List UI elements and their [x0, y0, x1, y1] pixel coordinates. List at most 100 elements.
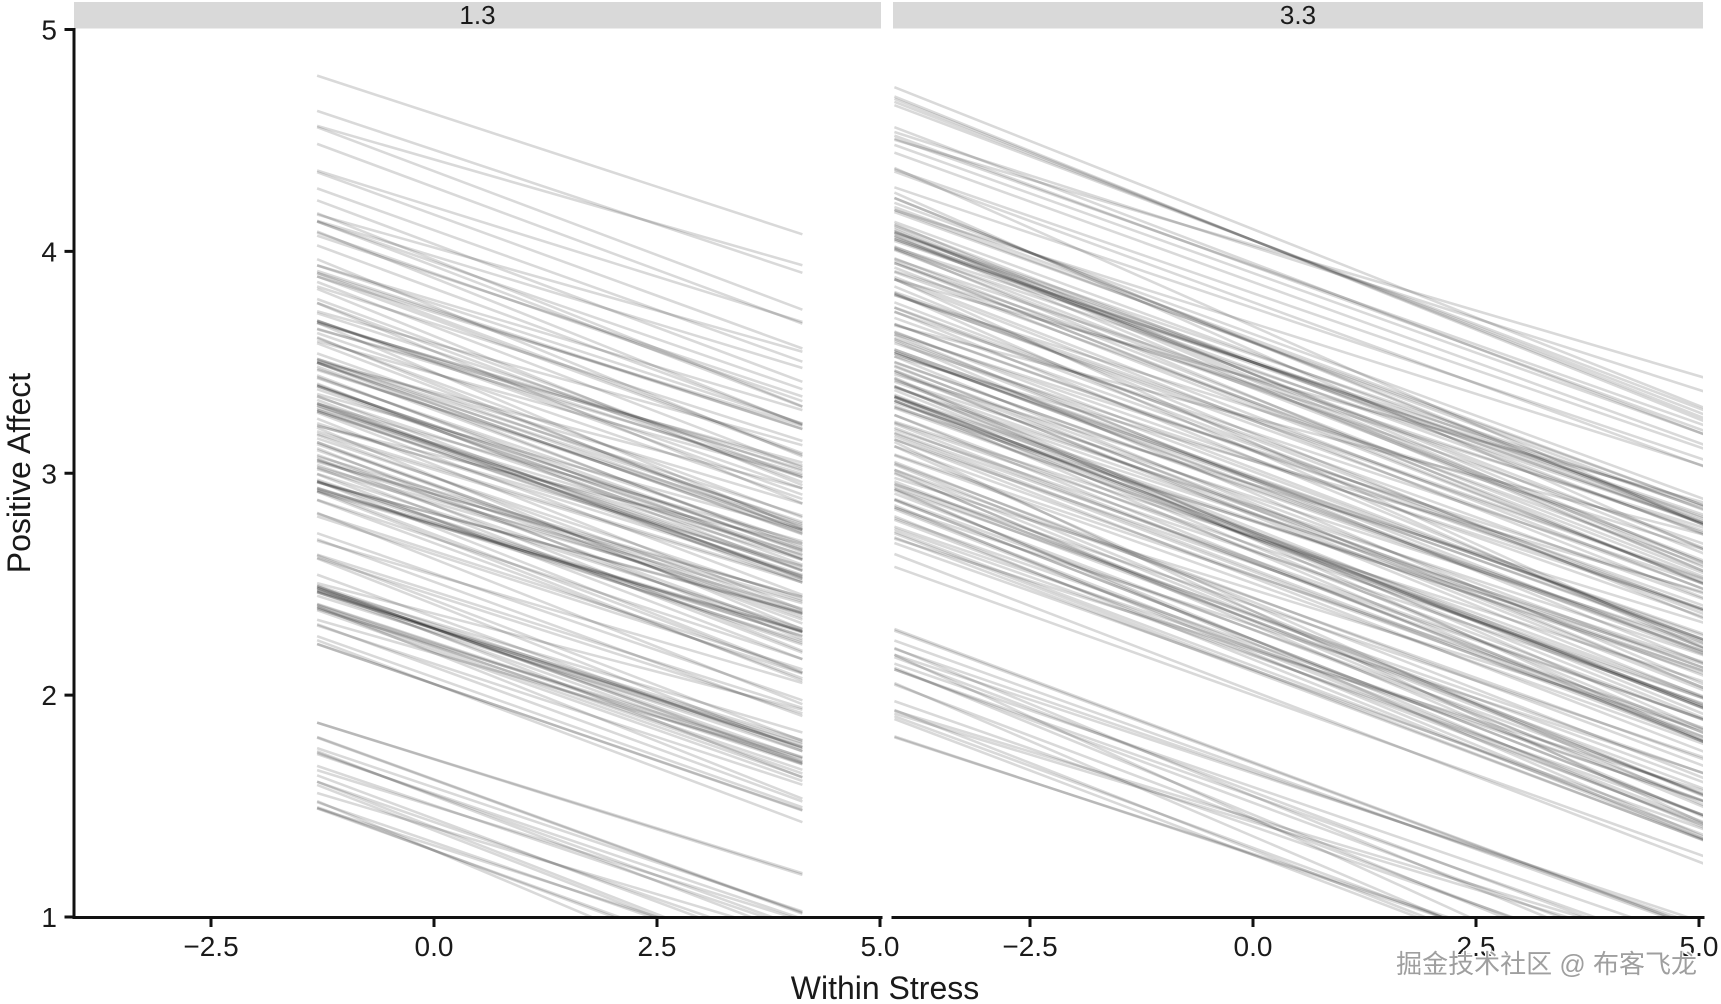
- regression-line: [316, 752, 801, 917]
- regression-line: [316, 74, 803, 236]
- regression-line: [316, 603, 803, 766]
- regression-line: [316, 365, 803, 548]
- regression-line: [893, 482, 1703, 784]
- regression-line: [893, 655, 1590, 917]
- regression-line: [316, 275, 803, 457]
- regression-line: [316, 432, 803, 584]
- regression-line: [893, 339, 1703, 686]
- regression-line: [316, 531, 803, 702]
- regression-line: [893, 236, 1703, 525]
- regression-line: [316, 230, 803, 427]
- regression-line: [893, 95, 1703, 423]
- regression-line: [316, 417, 803, 612]
- regression-line: [316, 382, 803, 573]
- regression-line: [893, 514, 1703, 841]
- regression-line: [893, 247, 1703, 586]
- watermark: 掘金技术社区 @ 布客飞龙: [1396, 949, 1697, 979]
- tick-labels: 1 2 3 4 5 −2.5 0.0 2.5 5.0 −2.5 0.0 2.5 5.0: [41, 15, 1718, 963]
- regression-line: [316, 603, 803, 775]
- regression-line: [893, 316, 1703, 607]
- regression-line: [316, 297, 803, 479]
- regression-line: [893, 361, 1703, 649]
- regression-line: [316, 433, 803, 613]
- regression-line: [893, 629, 1673, 917]
- regression-line: [316, 735, 803, 914]
- regression-line: [893, 341, 1703, 611]
- regression-line: [316, 591, 803, 744]
- regression-line: [893, 668, 1564, 917]
- regression-line: [893, 396, 1703, 675]
- regression-line: [893, 431, 1703, 721]
- regression-line: [893, 646, 1550, 917]
- regression-line: [893, 380, 1703, 670]
- regression-line: [316, 586, 803, 734]
- regression-line: [316, 764, 769, 917]
- regression-line: [316, 511, 803, 706]
- regression-line: [316, 539, 803, 685]
- regression-line: [316, 319, 803, 490]
- regression-line: [316, 280, 803, 469]
- regression-line: [893, 666, 1507, 917]
- regression-line: [893, 370, 1703, 692]
- regression-line: [893, 438, 1703, 753]
- regression-line: [893, 532, 1703, 842]
- regression-line: [894, 278, 1703, 504]
- regression-line: [316, 287, 803, 487]
- regression-line: [894, 269, 1703, 529]
- regression-line: [316, 556, 803, 715]
- regression-line: [316, 557, 803, 751]
- y-tick-label: 1: [41, 902, 57, 933]
- regression-line: [316, 411, 803, 597]
- regression-line: [893, 226, 1703, 569]
- regression-line: [893, 291, 1703, 650]
- regression-line: [893, 384, 1703, 716]
- regression-line: [316, 170, 803, 350]
- regression-line: [316, 437, 803, 602]
- regression-line: [893, 355, 1703, 690]
- regression-line: [893, 137, 1703, 427]
- regression-line: [316, 448, 803, 621]
- regression-line: [893, 220, 1703, 520]
- regression-line: [316, 408, 803, 581]
- regression-line: [316, 361, 803, 524]
- regression-line: [893, 210, 1703, 507]
- regression-line: [316, 442, 803, 616]
- regression-line: [316, 357, 803, 506]
- regression-line: [316, 331, 803, 501]
- regression-line: [893, 364, 1703, 690]
- regression-line: [316, 606, 803, 779]
- regression-line: [316, 328, 803, 464]
- regression-line: [893, 270, 1703, 567]
- regression-line: [316, 583, 803, 749]
- regression-line: [316, 352, 803, 526]
- regression-line: [893, 261, 1703, 546]
- regression-line: [316, 478, 803, 645]
- regression-line: [316, 394, 803, 580]
- regression-line: [316, 319, 803, 479]
- regression-line: [316, 642, 803, 812]
- regression-line: [893, 266, 1703, 584]
- regression-line: [316, 361, 803, 550]
- y-tick-label: 3: [41, 458, 57, 489]
- regression-line: [893, 736, 1452, 917]
- regression-line: [893, 480, 1703, 796]
- regression-line: [316, 368, 803, 527]
- regression-line: [894, 293, 1703, 551]
- regression-line: [316, 169, 803, 324]
- regression-line: [316, 404, 803, 578]
- regression-line: [893, 492, 1703, 803]
- regression-line: [893, 399, 1703, 744]
- regression-line: [893, 489, 1703, 829]
- regression-line: [893, 234, 1703, 550]
- regression-line: [893, 422, 1703, 738]
- x-tick-label: −2.5: [183, 931, 238, 962]
- regression-line: [893, 683, 1514, 917]
- regression-line: [893, 134, 1703, 432]
- regression-line: [893, 434, 1703, 743]
- regression-line: [316, 805, 618, 917]
- regression-line: [893, 503, 1703, 840]
- regression-line: [893, 627, 1674, 917]
- regression-line: [316, 573, 803, 753]
- regression-line: [316, 335, 803, 534]
- regression-line: [316, 498, 803, 680]
